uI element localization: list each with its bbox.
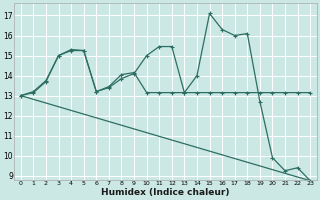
X-axis label: Humidex (Indice chaleur): Humidex (Indice chaleur) (101, 188, 230, 197)
